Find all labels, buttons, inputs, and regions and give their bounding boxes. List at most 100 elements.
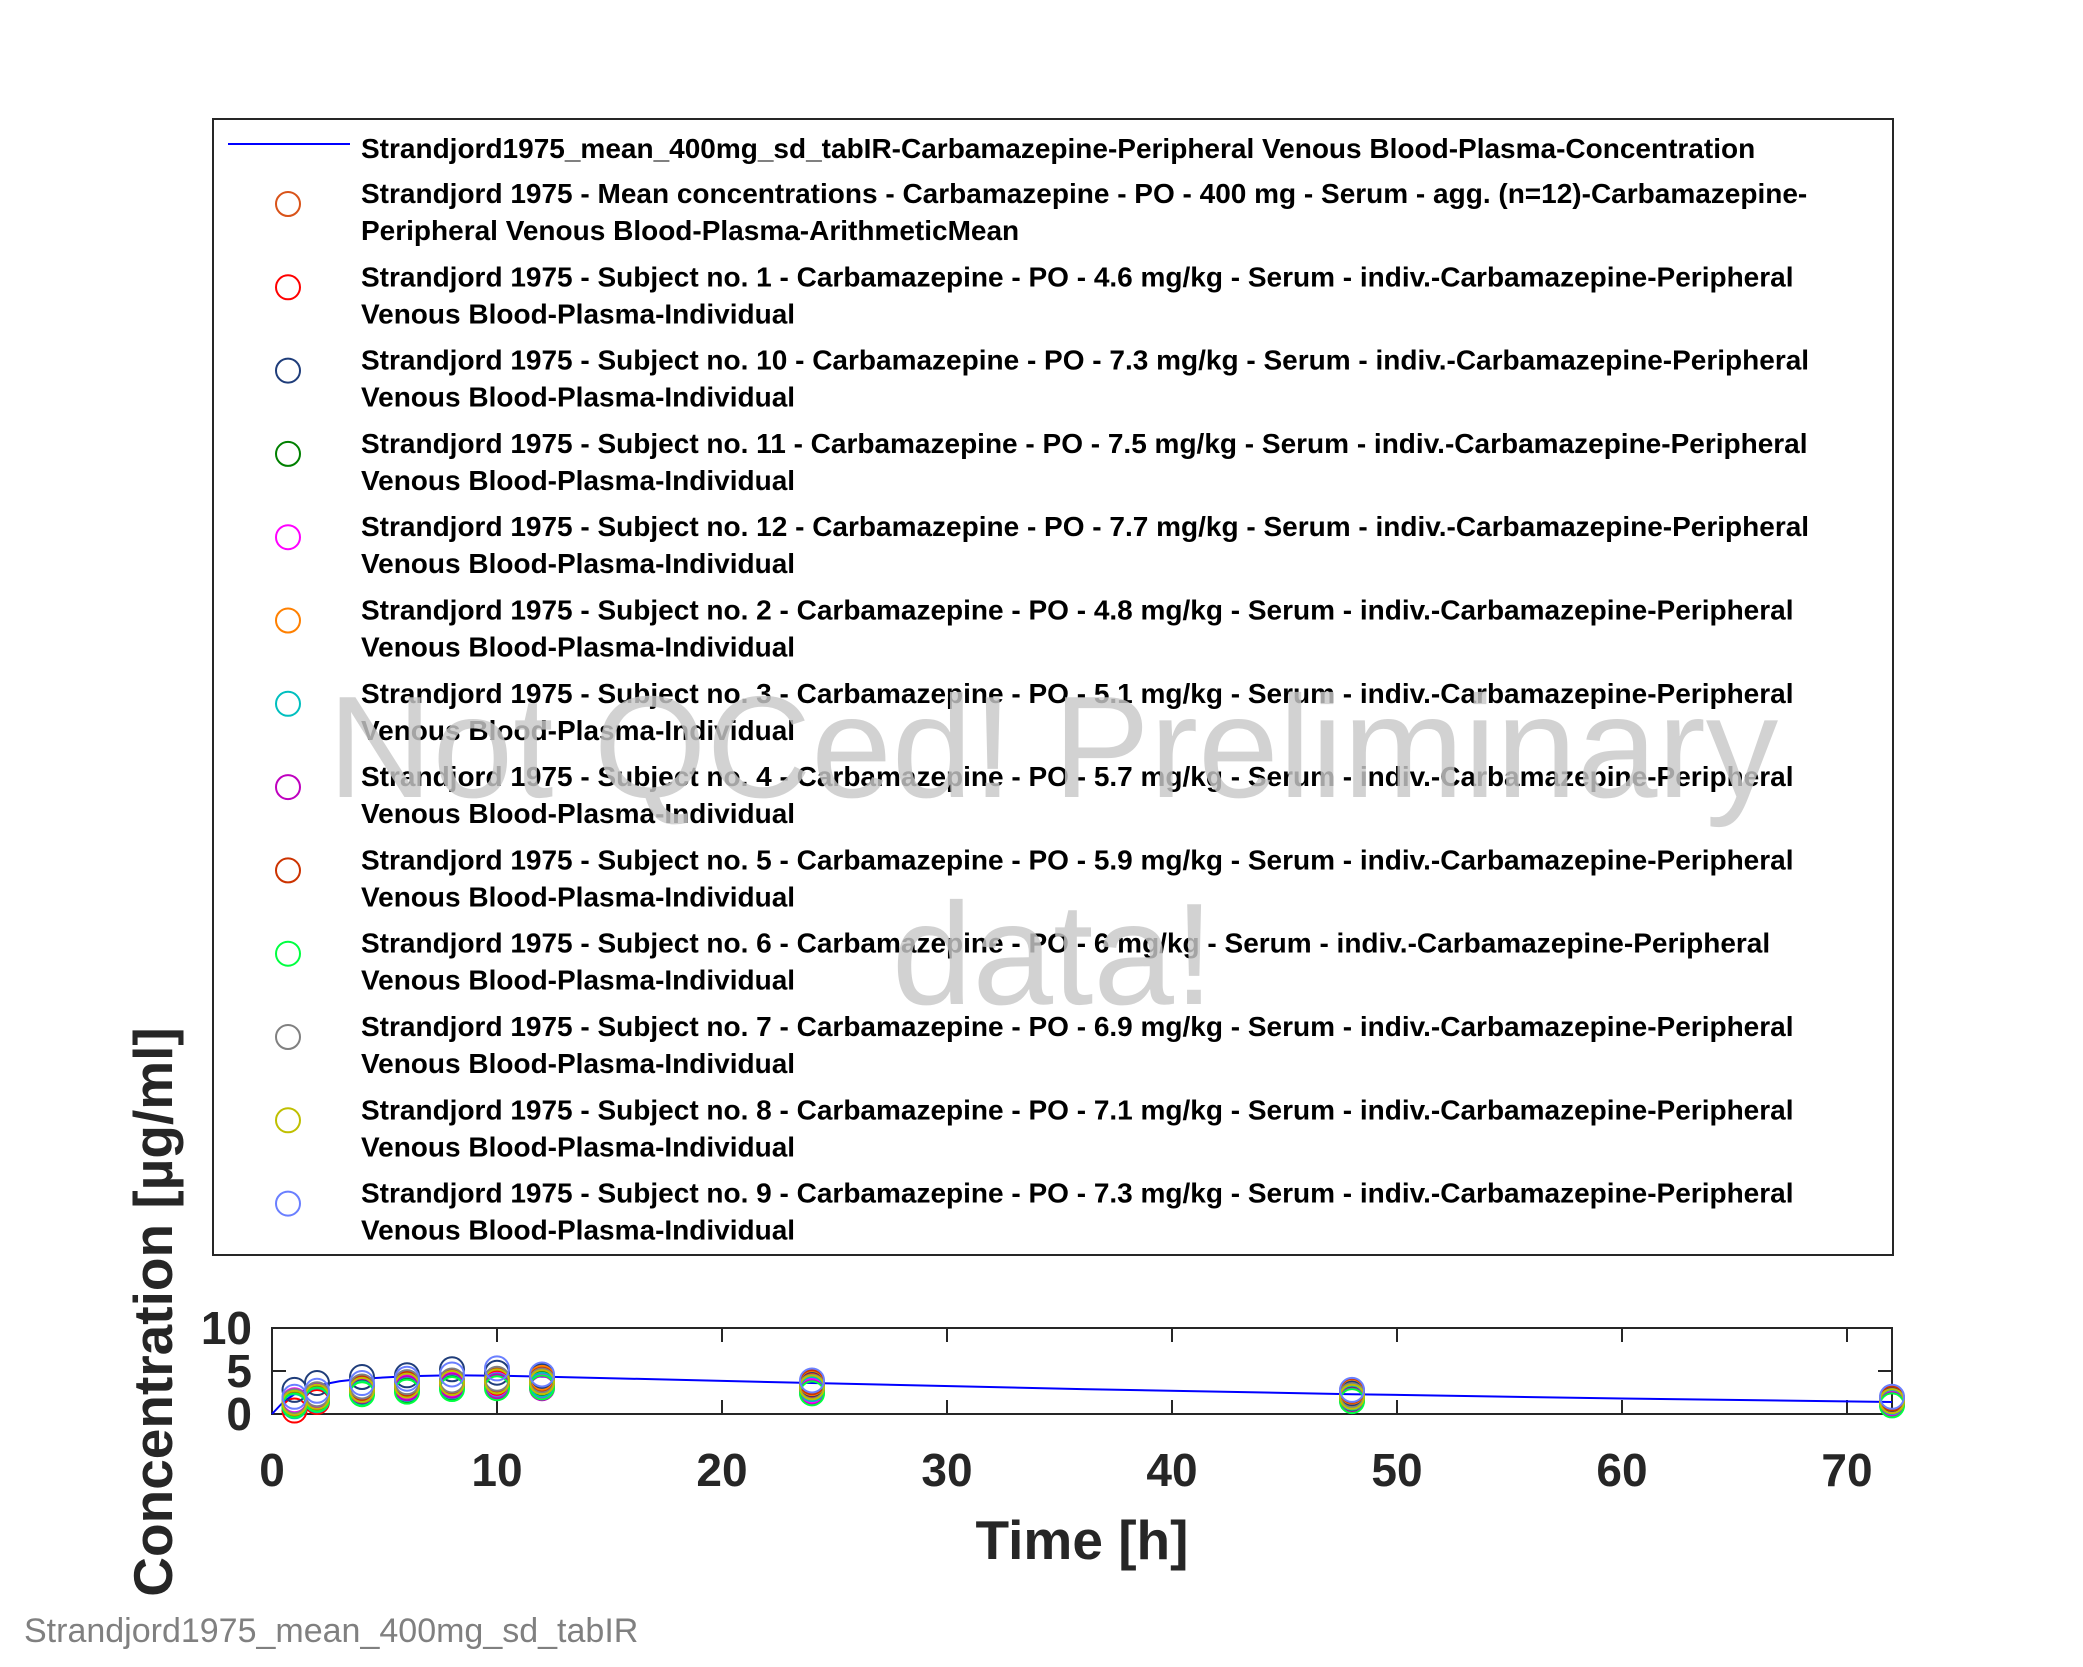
legend-entry-6: Strandjord 1975 - Subject no. 2 - Carbam…	[275, 595, 1794, 663]
legend-label: Strandjord 1975 - Subject no. 4 - Carbam…	[361, 761, 1794, 792]
legend-label: Venous Blood-Plasma-Individual	[361, 382, 795, 413]
watermark-line-2: data!	[892, 873, 1215, 1035]
plot-area	[271, 1327, 1893, 1415]
legend-entry-10: Strandjord 1975 - Subject no. 6 - Carbam…	[275, 928, 1770, 996]
watermark-line-1: Not QCed! Preliminary	[328, 666, 1779, 828]
data-point-series-12	[304, 1383, 330, 1410]
data-point-series-3	[439, 1356, 465, 1383]
x-tick-label: 30	[921, 1444, 972, 1496]
y-tick-label: 0	[226, 1388, 252, 1440]
legend-label: Strandjord 1975 - Subject no. 10 - Carba…	[361, 345, 1809, 376]
y-tick-label: 5	[226, 1345, 252, 1397]
legend-label: Strandjord 1975 - Subject no. 7 - Carbam…	[361, 1011, 1794, 1042]
legend-marker-swatch	[275, 1190, 301, 1217]
data-point-series-12	[439, 1370, 465, 1397]
legend-entry-5: Strandjord 1975 - Subject no. 12 - Carba…	[275, 511, 1809, 579]
legend-entry-7: Strandjord 1975 - Subject no. 3 - Carbam…	[275, 678, 1794, 746]
legend-label: Strandjord 1975 - Subject no. 2 - Carbam…	[361, 595, 1794, 626]
data-point-series-10	[439, 1376, 465, 1403]
legend-entry-4: Strandjord 1975 - Subject no. 11 - Carba…	[275, 428, 1808, 496]
x-tick-label: 20	[696, 1444, 747, 1496]
legend-marker-swatch	[275, 524, 301, 551]
legend-entry-11: Strandjord 1975 - Subject no. 7 - Carbam…	[275, 1011, 1794, 1079]
legend-marker-swatch	[275, 440, 301, 467]
legend-box	[212, 118, 1894, 1256]
data-point-series-13	[1879, 1383, 1905, 1410]
data-point-series-12	[484, 1368, 510, 1395]
legend-marker-swatch	[275, 607, 301, 634]
legend-label: Venous Blood-Plasma-Individual	[361, 1048, 795, 1079]
data-point-series-10	[529, 1374, 555, 1401]
data-point-series-12	[349, 1376, 375, 1403]
legend-entry-12: Strandjord 1975 - Subject no. 8 - Carbam…	[275, 1094, 1794, 1162]
data-point-series-12	[799, 1374, 825, 1401]
legend-marker-swatch	[275, 774, 301, 801]
legend-label: Peripheral Venous Blood-Plasma-Arithmeti…	[361, 215, 1019, 246]
legend-marker-swatch	[275, 940, 301, 967]
data-point-series-13	[529, 1361, 555, 1388]
legend-label: Strandjord 1975 - Subject no. 3 - Carbam…	[361, 678, 1794, 709]
legend-label: Venous Blood-Plasma-Individual	[361, 548, 795, 579]
legend-label: Venous Blood-Plasma-Individual	[361, 1131, 795, 1162]
legend-marker-swatch	[275, 274, 301, 301]
legend-label: Strandjord 1975 - Subject no. 6 - Carbam…	[361, 928, 1770, 959]
data-point-series-13	[304, 1377, 330, 1404]
legend-label: Venous Blood-Plasma-Individual	[361, 298, 795, 329]
legend-entry-8: Strandjord 1975 - Subject no. 4 - Carbam…	[275, 761, 1794, 829]
legend-entry-9: Strandjord 1975 - Subject no. 5 - Carbam…	[275, 844, 1794, 912]
legend-marker-swatch	[275, 1107, 301, 1134]
legend-marker-swatch	[275, 191, 301, 217]
data-point-series-3	[304, 1370, 330, 1397]
legend-marker-swatch	[275, 357, 301, 384]
data-point-series-12	[394, 1372, 420, 1399]
legend-label: Strandjord 1975 - Subject no. 8 - Carbam…	[361, 1094, 1794, 1125]
legend-label: Venous Blood-Plasma-Individual	[361, 965, 795, 996]
x-tick-label: 40	[1146, 1444, 1197, 1496]
data-point-series-10	[484, 1375, 510, 1402]
legend-label: Strandjord 1975 - Subject no. 1 - Carbam…	[361, 261, 1794, 292]
legend-label: Venous Blood-Plasma-Individual	[361, 1215, 795, 1246]
x-tick-label: 50	[1371, 1444, 1422, 1496]
x-tick-label: 10	[471, 1444, 522, 1496]
data-point-series-13	[439, 1361, 465, 1388]
legend-label: Strandjord 1975 - Subject no. 9 - Carbam…	[361, 1178, 1794, 1209]
data-point-series-13	[484, 1355, 510, 1382]
x-axis-label: Time [h]	[976, 1509, 1189, 1571]
legend-label: Strandjord 1975 - Subject no. 11 - Carba…	[361, 428, 1808, 459]
data-point-series-12	[529, 1369, 555, 1396]
legend-entry-1: Strandjord 1975 - Mean concentrations - …	[275, 178, 1807, 246]
legend-marker-swatch	[275, 690, 301, 717]
data-point-series-13	[349, 1370, 375, 1397]
y-axis-label: Concentration [µg/ml]	[122, 1027, 184, 1596]
legend-label: Strandjord 1975 - Mean concentrations - …	[361, 178, 1807, 209]
legend-label: Strandjord 1975 - Subject no. 5 - Carbam…	[361, 844, 1794, 875]
legend-label: Venous Blood-Plasma-Individual	[361, 632, 795, 663]
data-point-series-13	[394, 1365, 420, 1392]
x-tick-label: 70	[1821, 1444, 1872, 1496]
legend-marker-swatch	[275, 857, 301, 884]
legend-entry-3: Strandjord 1975 - Subject no. 10 - Carba…	[275, 345, 1809, 413]
legend: Strandjord1975_mean_400mg_sd_tabIR-Carba…	[228, 133, 1809, 1246]
legend-label: Venous Blood-Plasma-Individual	[361, 881, 795, 912]
plot-series	[271, 1355, 1905, 1424]
data-point-series-12	[1339, 1383, 1365, 1410]
data-point-series-13	[1339, 1376, 1365, 1403]
footer-caption: Strandjord1975_mean_400mg_sd_tabIR	[24, 1612, 638, 1650]
legend-entry-13: Strandjord 1975 - Subject no. 9 - Carbam…	[275, 1178, 1794, 1246]
legend-label: Venous Blood-Plasma-Individual	[361, 798, 795, 829]
legend-label: Venous Blood-Plasma-Individual	[361, 465, 795, 496]
data-point-series-10	[394, 1378, 420, 1405]
legend-label: Strandjord 1975 - Subject no. 12 - Carba…	[361, 511, 1809, 542]
legend-label: Venous Blood-Plasma-Individual	[361, 715, 795, 746]
x-tick-label: 0	[259, 1444, 285, 1496]
legend-entry-2: Strandjord 1975 - Subject no. 1 - Carbam…	[275, 261, 1794, 329]
y-tick-label: 10	[201, 1302, 252, 1354]
legend-entry-0: Strandjord1975_mean_400mg_sd_tabIR-Carba…	[228, 133, 1755, 164]
legend-marker-swatch	[275, 1024, 301, 1050]
data-point-series-13	[799, 1367, 825, 1394]
data-point-series-10	[799, 1380, 825, 1407]
legend-label: Strandjord1975_mean_400mg_sd_tabIR-Carba…	[361, 133, 1755, 164]
data-point-series-3	[349, 1364, 375, 1391]
